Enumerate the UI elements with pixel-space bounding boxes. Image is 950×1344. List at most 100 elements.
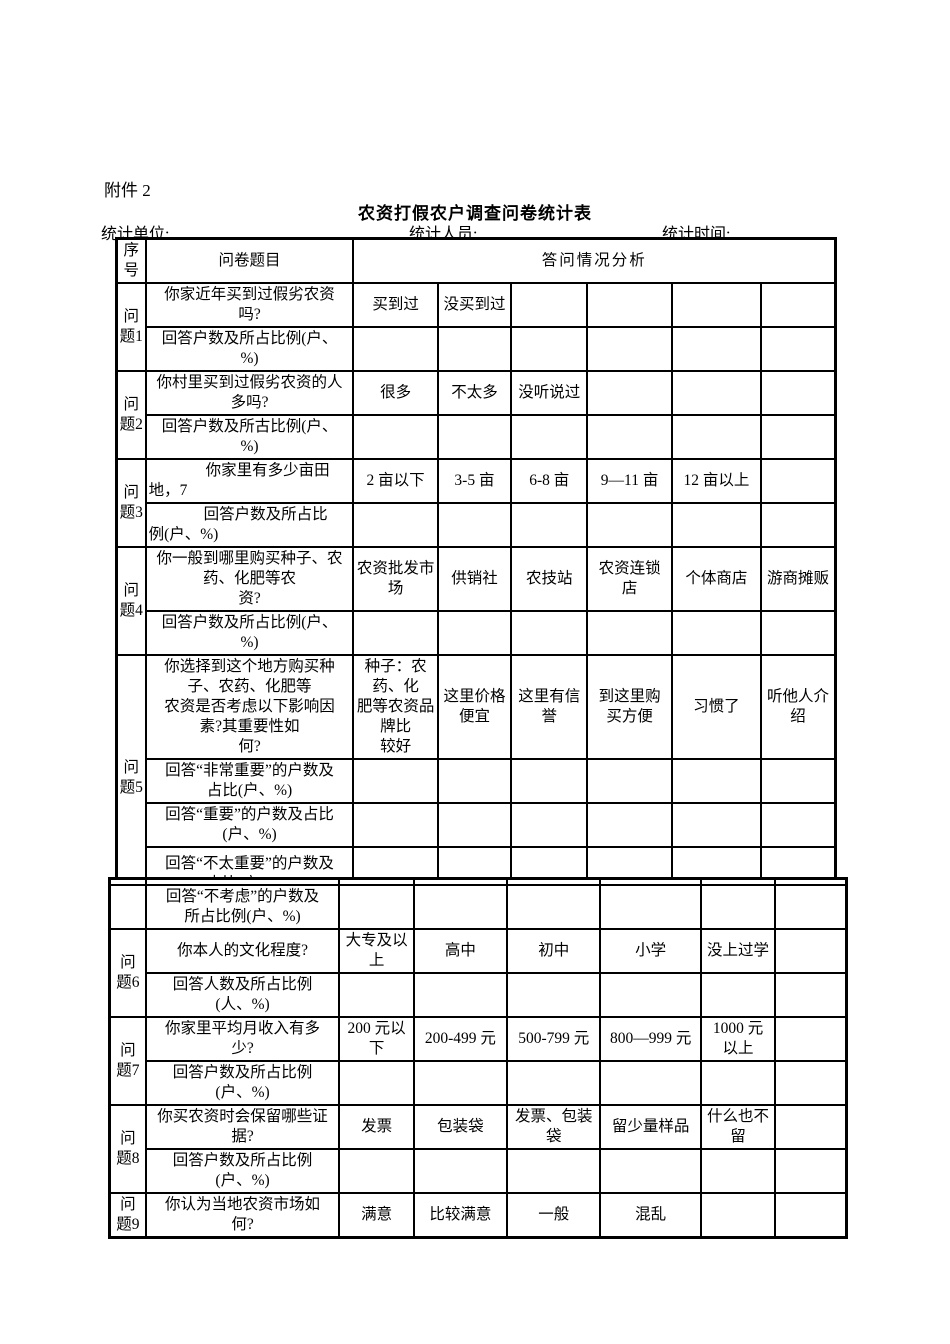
option-cell: 800—999 元 (599, 1016, 702, 1062)
q8-question-row: 问 题8 你买农资时会保留哪些证 据? 发票 包装袋 发票、包装 袋 留少量样品… (108, 1104, 848, 1194)
empty-cell (586, 802, 673, 848)
q4-number: 问 题4 (115, 546, 147, 656)
option-cell: 1000 元 以上 (699, 1016, 777, 1062)
q2-question-row: 问 题2 你村里买到过假劣农资的人 多吗? 很多 不太多 没听说过 (115, 370, 837, 460)
empty-cell (510, 502, 589, 548)
q5-answer-row-4: 回答“不考虑”的户数及 所占比例(户、%) (108, 884, 848, 930)
q6-answer-row: 回答人数及所占比例 (人、%) (110, 972, 848, 1018)
stats-line: 统计单位: 统计人员: 统计时间: (0, 220, 950, 243)
empty-cell (352, 610, 439, 656)
option-cell: 没买到过 (436, 282, 513, 328)
option-cell: 3-5 亩 (436, 458, 513, 504)
q5-question-text: 你选择到这个地方购买种 子、农药、化肥等 农资是否考虑以下影响因 素?其重要性如… (144, 654, 355, 760)
empty-cell (774, 972, 848, 1018)
q4-question-text: 你一般到哪里购买种子、农 药、化肥等农 资? (144, 546, 355, 612)
empty-cell (436, 802, 513, 848)
option-cell: 包装袋 (412, 1104, 509, 1150)
option-cell: 混乱 (599, 1192, 702, 1239)
empty-cell (586, 414, 673, 460)
empty-cell (586, 282, 673, 328)
survey-table-2: 回答“不考虑”的户数及 所占比例(户、%) 问 题6 你本人的文化程度? 大专及… (108, 877, 848, 1239)
empty-cell (436, 758, 513, 804)
q1-question-row: 问 题1 你家近年买到过假劣农资 吗? 买到过 没买到过 (115, 282, 837, 372)
q7-question-text: 你家里平均月收入有多 少? (144, 1016, 341, 1062)
q2-answer-label: 回答户数及所古比例(户、 %) (144, 414, 355, 460)
q5-answer-label: 回答“非常重要”的户数及 占比(户、%) (144, 758, 355, 804)
empty-cell (352, 802, 439, 848)
option-cell: 这里有信 誉 (510, 654, 589, 760)
q5-number: 问 题5 (115, 654, 147, 902)
attachment-label: 附件 2 (104, 181, 151, 200)
empty-cell (699, 1060, 777, 1106)
option-cell: 大专及以 上 (338, 928, 415, 974)
option-cell: 没听说过 (510, 370, 589, 416)
empty-cell (774, 928, 848, 974)
option-cell: 农技站 (510, 546, 589, 612)
option-cell: 什么也不 留 (699, 1104, 777, 1150)
empty-cell (338, 1148, 415, 1194)
q8-answer-label: 回答户数及所占比例 (户、%) (144, 1148, 341, 1194)
option-cell: 习惯了 (670, 654, 763, 760)
q6-question-text: 你本人的文化程度? (144, 928, 341, 974)
option-cell: 6-8 亩 (510, 458, 589, 504)
q5-question-row: 问 题5 你选择到这个地方购买种 子、农药、化肥等 农资是否考虑以下影响因 素?… (115, 654, 837, 902)
empty-cell (760, 458, 837, 504)
q7-answer-row: 回答户数及所占比例 (户、%) (110, 1060, 848, 1106)
q6-number: 问 题6 (108, 928, 147, 1018)
empty-cell (670, 502, 763, 548)
empty-cell (412, 1060, 509, 1106)
option-cell: 游商摊贩 (760, 546, 837, 612)
option-cell: 买到过 (352, 282, 439, 328)
empty-cell (108, 884, 147, 930)
option-cell: 听他人介 绍 (760, 654, 837, 760)
empty-cell (352, 414, 439, 460)
empty-cell (436, 326, 513, 372)
empty-cell (599, 972, 702, 1018)
empty-cell (586, 326, 673, 372)
empty-cell (699, 1148, 777, 1194)
doc-title: 农资打假农户调查问卷统计表 (358, 204, 592, 223)
option-cell: 很多 (352, 370, 439, 416)
q1-answer-row: 回答户数及所占比例(户、 %) (117, 326, 837, 372)
option-cell: 12 亩以上 (670, 458, 763, 504)
empty-cell (506, 972, 602, 1018)
q8-answer-row: 回答户数及所占比例 (户、%) (110, 1148, 848, 1194)
empty-cell (699, 884, 777, 930)
option-cell: 高中 (412, 928, 509, 974)
empty-cell (699, 972, 777, 1018)
empty-cell (760, 802, 837, 848)
q6-answer-label: 回答人数及所占比例 (人、%) (144, 972, 341, 1018)
empty-cell (670, 758, 763, 804)
empty-cell (338, 884, 415, 930)
empty-cell (760, 282, 837, 328)
q2-answer-row: 回答户数及所古比例(户、 %) (117, 414, 837, 460)
q4-answer-label: 回答户数及所占比例(户、 %) (144, 610, 355, 656)
empty-cell (599, 1148, 702, 1194)
empty-cell (774, 1104, 848, 1150)
empty-cell (510, 326, 589, 372)
q2-question-text: 你村里买到过假劣农资的人 多吗? (144, 370, 355, 416)
empty-cell (510, 282, 589, 328)
empty-cell (412, 972, 509, 1018)
q3-answer-label: 回答户数及所占比 例(户、%) (144, 502, 355, 548)
q8-number: 问 题8 (108, 1104, 147, 1194)
option-cell: 留少量样品 (599, 1104, 702, 1150)
q4-question-row: 问 题4 你一般到哪里购买种子、农 药、化肥等农 资? 农资批发市 场 供销社 … (115, 546, 837, 656)
empty-cell (670, 414, 763, 460)
q2-number: 问 题2 (115, 370, 147, 460)
option-cell: 200 元以 下 (338, 1016, 415, 1062)
survey-table-1: 序 号 问卷题目 答问情况分析 问 题1 你家近年买到过假劣农资 吗? 买到过 … (115, 237, 837, 903)
empty-cell (510, 610, 589, 656)
empty-cell (506, 884, 602, 930)
q7-number: 问 题7 (108, 1016, 147, 1106)
table-header-row: 序 号 问卷题目 答问情况分析 (115, 237, 837, 284)
q9-question-text: 你认为当地农资市场如 何? (144, 1192, 341, 1239)
option-cell: 种子：农 药、化 肥等农资品 牌比 较好 (352, 654, 439, 760)
q1-answer-label: 回答户数及所占比例(户、 %) (144, 326, 355, 372)
empty-cell (352, 326, 439, 372)
empty-cell (670, 802, 763, 848)
empty-cell (760, 326, 837, 372)
empty-cell (352, 758, 439, 804)
option-cell: 不太多 (436, 370, 513, 416)
empty-cell (586, 758, 673, 804)
